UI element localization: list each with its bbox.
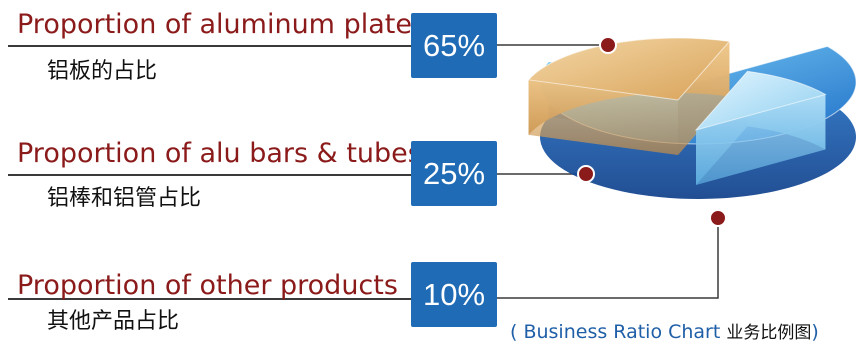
slice-label-cn-2: 铝棒和铝管占比 (47, 186, 202, 211)
pie-slice-wall-2-1 (528, 79, 678, 155)
separator-line-2 (8, 174, 411, 176)
pie-slice-wall-2-2 (678, 41, 730, 155)
slice-label-en-2: Proportion of alu bars & tubes (17, 138, 422, 169)
percent-box-1: 65% (411, 13, 497, 78)
percent-box-3: 10% (411, 262, 497, 327)
chart-caption: ( Business Ratio Chart 业务比例图) (510, 323, 819, 342)
separator-line-3 (8, 298, 411, 300)
slice-marker-3 (709, 209, 727, 227)
separator-line-1 (8, 45, 411, 47)
slice-label-cn-1: 铝板的占比 (47, 59, 158, 84)
percent-box-2: 25% (411, 141, 497, 206)
connector-line-3 (497, 218, 719, 299)
caption-chinese: 业务比例图 (726, 323, 812, 343)
slice-label-cn-3: 其他产品占比 (47, 309, 180, 334)
slice-label-en-3: Proportion of other products (17, 270, 398, 301)
caption-english: Business Ratio Chart (517, 321, 727, 343)
caption-close-paren: ) (811, 321, 819, 343)
slice-marker-1 (599, 36, 617, 54)
slice-marker-2 (577, 165, 595, 183)
pie-slice-wall-3-2 (696, 94, 826, 185)
pie-slice-3 (694, 70, 827, 131)
caption-open-paren: ( (510, 321, 518, 343)
slice-label-en-1: Proportion of aluminum plates (17, 9, 427, 40)
